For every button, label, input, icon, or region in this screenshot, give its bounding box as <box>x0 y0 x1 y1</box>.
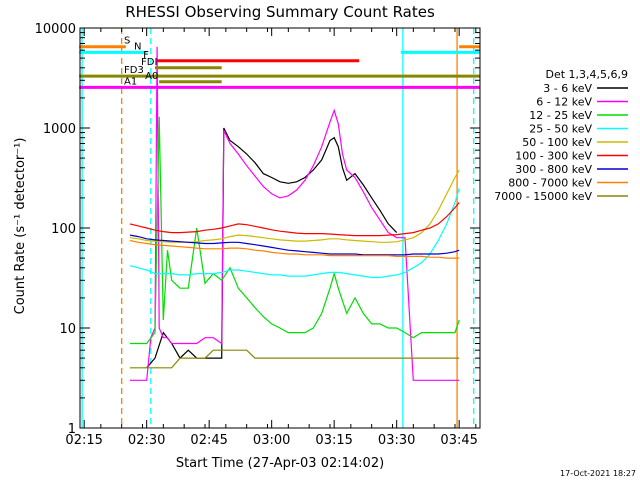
series-line-0 <box>146 127 398 369</box>
legend-label-4: 50 - 100 keV <box>522 136 592 149</box>
x-tick-label-1: 02:30 <box>128 433 165 448</box>
flag-label-1: N <box>134 41 141 52</box>
legend-label-3: 25 - 50 keV <box>529 123 592 136</box>
footer-date: 17-Oct-2021 18:27 <box>560 469 636 478</box>
x-tick-label-6: 03:45 <box>440 433 477 448</box>
series-line-5 <box>129 202 460 237</box>
x-axis-label: Start Time (27-Apr-03 02:14:02) <box>176 456 384 471</box>
flag-label-3: FDI <box>141 57 157 68</box>
x-tick-label-3: 03:00 <box>253 433 290 448</box>
x-tick-label-2: 02:45 <box>190 433 227 448</box>
x-tick-label-0: 02:15 <box>65 433 102 448</box>
flag-label-4: FD3 <box>124 65 144 76</box>
legend-label-6: 300 - 800 keV <box>515 163 592 176</box>
series-line-8 <box>130 349 460 369</box>
series-line-3 <box>129 188 460 279</box>
legend-label-2: 12 - 25 keV <box>529 109 592 122</box>
y-tick-label-2: 100 <box>51 222 76 237</box>
axes: 1 10 100 1000 10000 02:15 02:30 02:45 03:00 03:15… <box>35 22 481 448</box>
y-tick-label-1: 10 <box>59 322 76 337</box>
series-line-4 <box>129 169 460 243</box>
y-axis-label: Count Rate (s⁻¹ detector⁻¹) <box>13 138 28 315</box>
y-tick-label-0: 1 <box>68 422 76 437</box>
y-tick-label-3: 1000 <box>43 122 76 137</box>
legend-title: Det 1,3,4,5,6,9 <box>545 68 628 81</box>
x-tick-label-4: 03:15 <box>315 433 352 448</box>
x-tick-label-5: 03:30 <box>378 433 415 448</box>
legend-label-1: 6 - 12 keV <box>536 96 592 109</box>
legend-label-0: 3 - 6 keV <box>543 82 592 95</box>
legend-label-7: 800 - 7000 keV <box>508 177 592 190</box>
series-line-2 <box>130 116 460 345</box>
series-line-6 <box>129 234 460 256</box>
chart-title: RHESSI Observing Summary Count Rates <box>125 3 435 21</box>
legend-label-5: 100 - 300 keV <box>515 150 592 163</box>
flag-label-6: A1 <box>124 76 137 87</box>
flag-label-0: S <box>124 36 130 47</box>
legend-label-8: 7000 - 15000 keV <box>494 190 592 203</box>
flag-label-2: F <box>143 50 149 61</box>
flag-label-5: A0 <box>145 71 158 82</box>
y-tick-label-4: 10000 <box>35 22 76 37</box>
series-line-1 <box>130 46 460 381</box>
series-line-7 <box>129 239 460 259</box>
